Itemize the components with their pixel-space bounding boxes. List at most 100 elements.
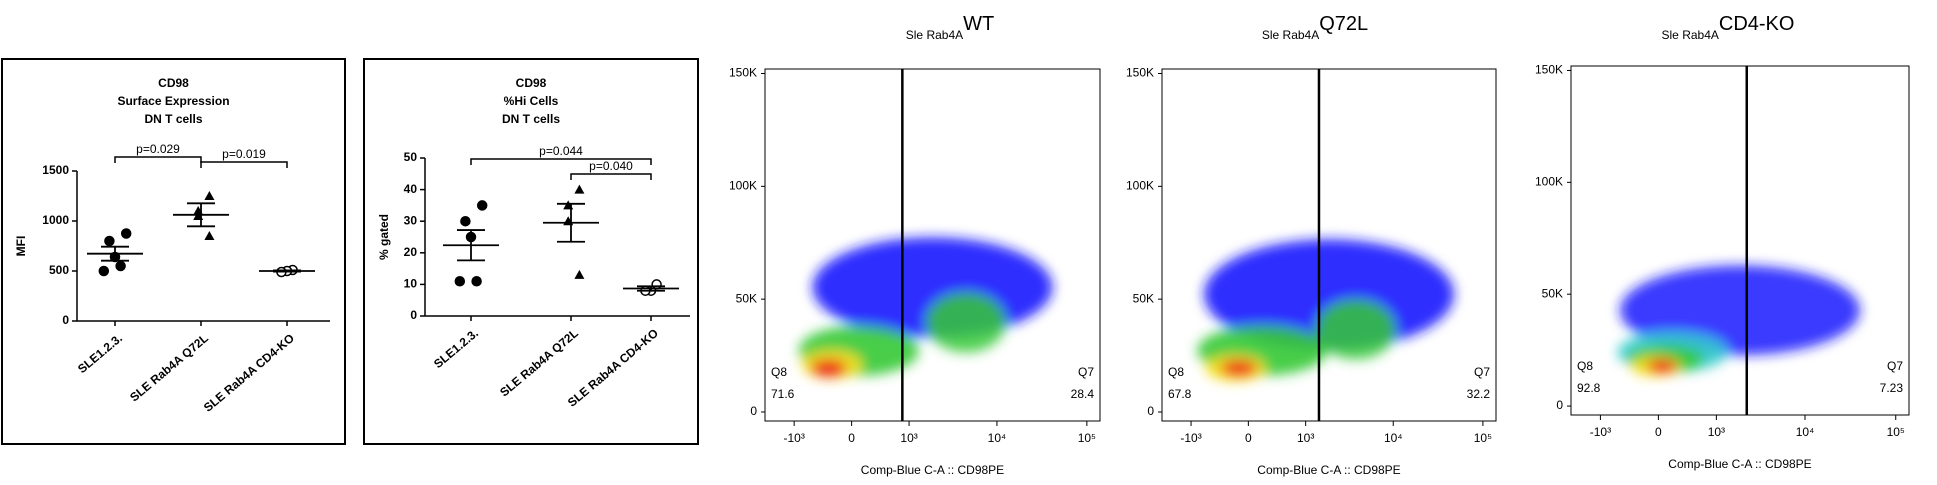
x-tick-label: 10³: [1708, 425, 1725, 439]
y-tick-label: 1000: [42, 213, 69, 227]
x-axis-label: Comp-Blue C-A :: CD98PE: [861, 463, 1004, 477]
x-tick-label: 10⁵: [1474, 431, 1492, 445]
x-tick-label: SLE1.2.3.: [431, 326, 481, 371]
plot-frame: [1570, 65, 1910, 416]
y-tick-label: 100K: [1535, 175, 1563, 189]
x-tick-label: SLE Rab4A CD4-KO: [201, 331, 297, 415]
chart-title: Surface Expression: [117, 94, 229, 108]
data-point: [471, 275, 482, 287]
x-tick-label: -10³: [783, 431, 804, 445]
data-point: [115, 260, 126, 272]
density-blob: [1315, 299, 1396, 360]
significance-bracket: [114, 156, 202, 163]
plot-frame: [1161, 68, 1497, 422]
data-point: [98, 265, 110, 277]
x-tick-label: 10⁴: [1384, 431, 1403, 445]
density-cloud: [1197, 239, 1454, 382]
density-cloud: [798, 237, 1053, 379]
quadrant-name: Q8: [1168, 365, 1184, 379]
y-tick-label: 20: [404, 245, 418, 259]
p-value: p=0.029: [136, 142, 180, 156]
density-cloud: [1617, 265, 1860, 377]
error-bar: [637, 285, 665, 292]
error-bar: [273, 269, 301, 273]
x-tick-label: SLE Rab4A CD4-KO: [565, 326, 661, 410]
y-tick-label: 150K: [1126, 66, 1154, 80]
quadrant-name: Q8: [771, 365, 787, 379]
y-tick-label: 150K: [729, 66, 757, 80]
title-superscript: WT: [963, 13, 994, 35]
quadrant-value: 67.8: [1168, 387, 1192, 401]
x-tick-label: 10⁴: [988, 431, 1007, 445]
y-tick-label: 0: [1147, 404, 1154, 418]
x-tick-label: 0: [1655, 425, 1662, 439]
y-tick-label: 50K: [736, 291, 757, 305]
data-point: [204, 191, 215, 200]
y-tick-label: 0: [1556, 398, 1563, 412]
x-tick-label: SLE1.2.3.: [75, 331, 125, 376]
chart-title: Sle Rab4AWT: [906, 13, 994, 42]
quadrant-name: Q7: [1078, 365, 1094, 379]
panel-border: [1, 58, 346, 445]
quadrant-name: Q7: [1474, 365, 1490, 379]
quadrant-value: 92.8: [1577, 381, 1601, 395]
y-tick-label: 0: [62, 313, 69, 327]
error-bar: [457, 229, 485, 262]
chart-title: CD98: [516, 76, 547, 90]
y-axis-label: MFI: [14, 236, 28, 257]
quadrant-value: 28.4: [1071, 387, 1095, 401]
x-tick-label: 10⁵: [1078, 431, 1096, 445]
p-value: p=0.019: [222, 147, 266, 161]
quadrant-value: 7.23: [1880, 381, 1904, 395]
chart-title: CD98: [158, 76, 189, 90]
x-tick-label: SLE Rab4A Q72L: [127, 331, 211, 404]
y-tick-label: 50K: [1542, 286, 1563, 300]
y-axis-label: % gated: [377, 214, 391, 260]
data-point: [574, 184, 585, 194]
plot-frame: [764, 68, 1101, 422]
y-tick-label: 30: [404, 213, 418, 227]
x-tick-label: 0: [1245, 431, 1252, 445]
error-bar: [557, 202, 585, 243]
data-point: [476, 200, 488, 211]
density-blob: [1647, 359, 1678, 374]
quadrant-name: Q7: [1887, 359, 1903, 373]
error-bar: [187, 202, 215, 228]
significance-bracket: [470, 158, 652, 165]
y-tick-label: 500: [49, 263, 69, 277]
quadrant-name: Q8: [1577, 359, 1593, 373]
quadrant-value: 71.6: [771, 387, 795, 401]
data-point: [454, 275, 466, 287]
x-axis-label: Comp-Blue C-A :: CD98PE: [1668, 457, 1811, 471]
y-tick-label: 50: [404, 150, 418, 164]
x-tick-label: 0: [848, 431, 855, 445]
data-point: [204, 231, 215, 240]
y-tick-label: 50K: [1133, 291, 1154, 305]
y-tick-label: 100K: [1126, 179, 1154, 193]
y-tick-label: 150K: [1535, 63, 1563, 77]
x-tick-label: 10³: [900, 431, 917, 445]
title-main: Sle Rab4A: [906, 28, 963, 42]
y-tick-label: 10: [404, 277, 418, 291]
data-point: [104, 235, 115, 247]
data-point: [460, 215, 471, 227]
significance-bracket: [570, 173, 652, 180]
x-tick-label: 10⁵: [1887, 425, 1905, 439]
density-blob: [1220, 360, 1257, 377]
density-blob: [926, 292, 1006, 353]
x-tick-label: 10³: [1297, 431, 1314, 445]
chart-title: %Hi Cells: [504, 94, 559, 108]
y-tick-label: 0: [410, 308, 417, 322]
data-point: [574, 269, 585, 279]
x-tick-label: -10³: [1180, 431, 1201, 445]
significance-bracket: [200, 161, 288, 168]
title-superscript: CD4-KO: [1719, 13, 1795, 35]
y-tick-label: 100K: [729, 179, 757, 193]
title-main: Sle Rab4A: [1262, 28, 1319, 42]
x-axis-label: Comp-Blue C-A :: CD98PE: [1257, 463, 1400, 477]
chart-title: DN T cells: [144, 112, 202, 126]
quadrant-value: 32.2: [1467, 387, 1491, 401]
p-value: p=0.040: [589, 159, 633, 173]
